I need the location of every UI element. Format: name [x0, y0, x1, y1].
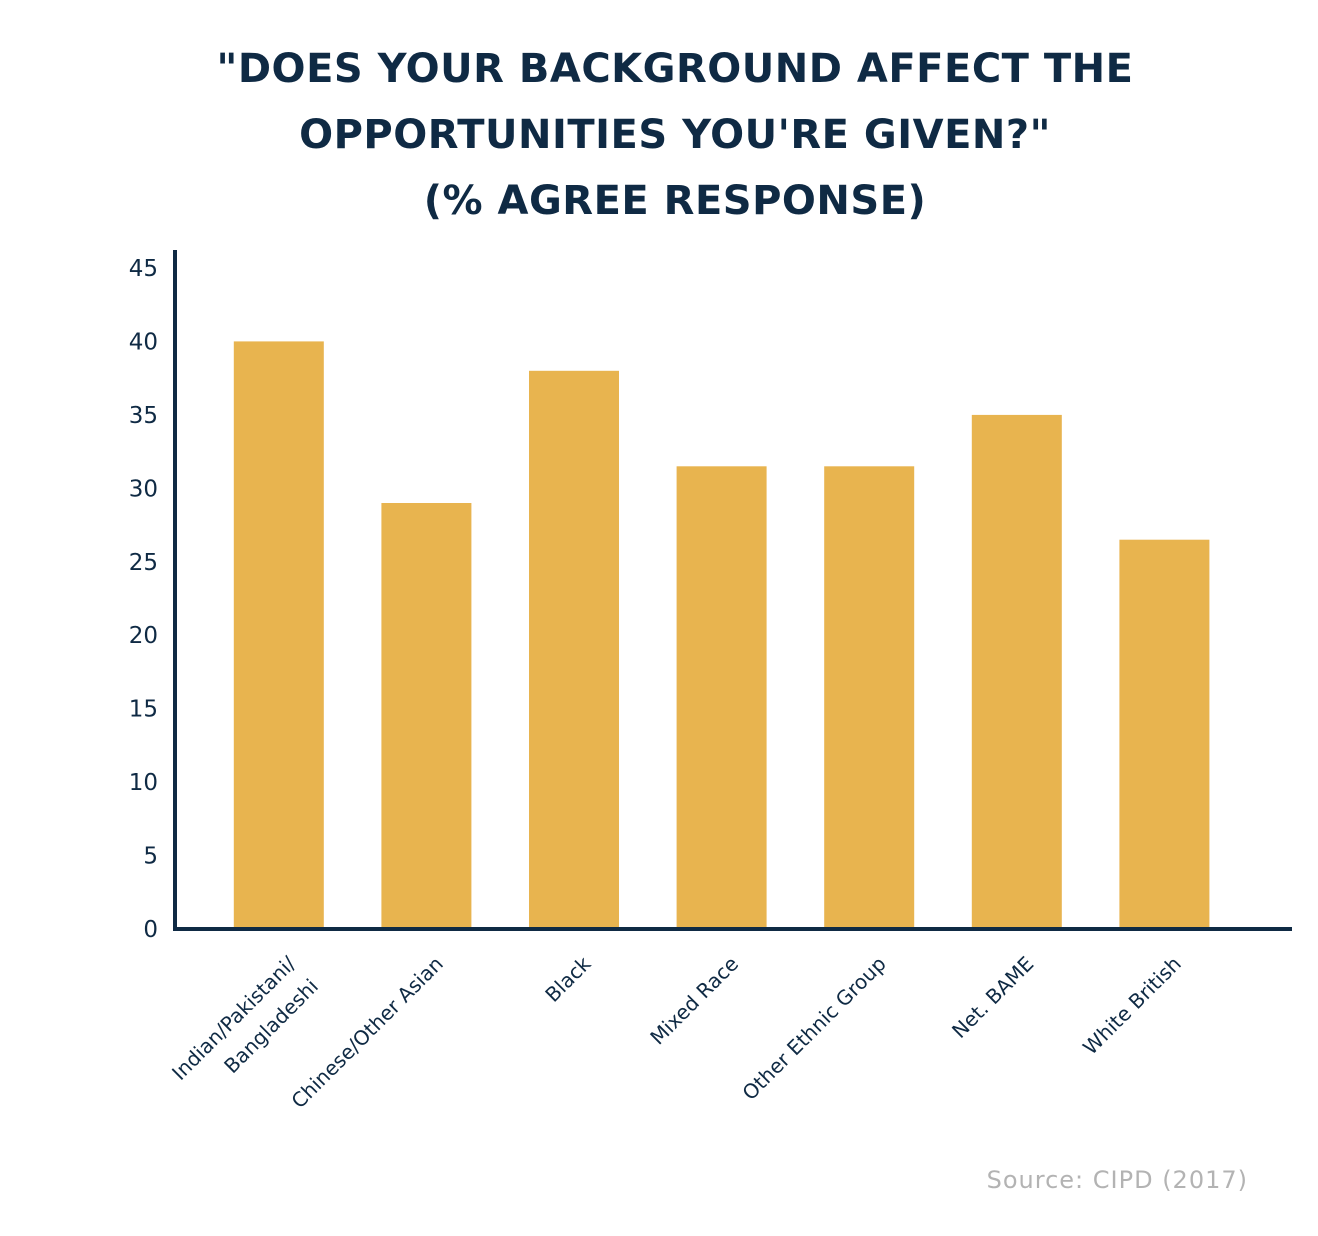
y-tick-label-30: 30 — [129, 476, 158, 502]
y-tick-labels: 0 5 10 15 20 25 30 35 40 45 — [129, 256, 158, 943]
axes-layer — [173, 250, 1292, 931]
x-category-label-7: White British — [1078, 952, 1186, 1060]
x-category-label-3: Black — [540, 951, 596, 1007]
y-tick-label-15: 15 — [129, 697, 158, 723]
bar-7 — [1119, 539, 1210, 929]
y-tick-label-40: 40 — [129, 329, 158, 355]
source-note: Source: CIPD (2017) — [986, 1166, 1248, 1194]
chart-title-line-2: OPPORTUNITIES YOU'RE GIVEN?" — [299, 112, 1051, 158]
x-category-label-5: Other Ethnic Group — [737, 952, 890, 1105]
bar-4 — [676, 466, 767, 929]
x-category-label-2: Chinese/Other Asian — [286, 952, 447, 1113]
chart-title-line-3: (% AGREE RESPONSE) — [423, 178, 927, 224]
bar-1 — [233, 341, 324, 929]
x-category-label-6: Net. BAME — [947, 952, 1038, 1043]
x-category-label-line: Black — [540, 951, 596, 1007]
y-tick-label-45: 45 — [129, 256, 158, 282]
y-tick-label-35: 35 — [129, 403, 158, 429]
x-category-label-line: White British — [1078, 952, 1186, 1060]
chart-title-line-1: "DOES YOUR BACKGROUND AFFECT THE — [216, 46, 1134, 92]
x-category-label-line: Chinese/Other Asian — [286, 952, 447, 1113]
x-category-label-line: Mixed Race — [645, 952, 743, 1050]
x-category-label-line: Other Ethnic Group — [737, 952, 890, 1105]
x-category-labels: Indian/Pakistani/BangladeshiChinese/Othe… — [167, 951, 1186, 1113]
x-category-label-line: Net. BAME — [947, 952, 1038, 1043]
y-tick-label-25: 25 — [129, 550, 158, 576]
y-tick-label-0: 0 — [143, 917, 158, 943]
chart-title: "DOES YOUR BACKGROUND AFFECT THE OPPORTU… — [0, 36, 1318, 234]
bar-3 — [529, 370, 619, 929]
y-tick-label-5: 5 — [143, 844, 158, 870]
x-category-label-4: Mixed Race — [645, 952, 743, 1050]
y-tick-label-10: 10 — [129, 770, 158, 796]
bars-layer — [233, 341, 1210, 929]
bar-2 — [381, 503, 472, 929]
y-tick-label-20: 20 — [129, 623, 158, 649]
bar-6 — [971, 414, 1062, 929]
bar-5 — [824, 466, 915, 929]
